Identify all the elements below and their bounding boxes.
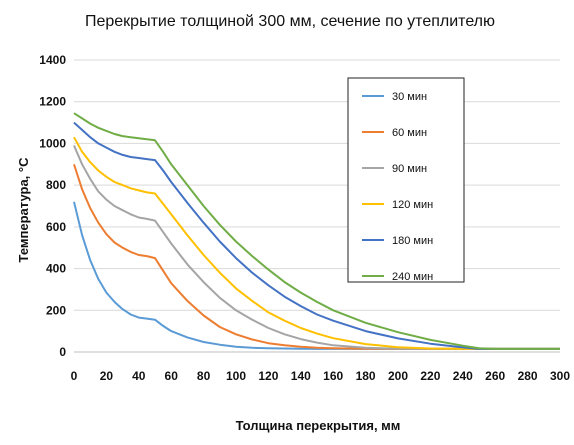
series-line: [73, 136, 560, 350]
legend-label: 90 мин: [392, 163, 427, 175]
grid-lines: [74, 59, 560, 311]
legend-label: 60 мин: [392, 127, 427, 139]
series-line: [73, 121, 560, 350]
x-tick-label: 220: [420, 369, 440, 383]
legend-label: 180 мин: [392, 235, 433, 247]
x-tick-label: 60: [165, 369, 179, 383]
y-tick-label: 800: [46, 178, 66, 192]
series-lines: [73, 112, 560, 350]
y-tick-label: 200: [46, 303, 66, 317]
x-tick-label: 160: [323, 369, 343, 383]
y-axis-title: Температура, °С: [16, 157, 31, 263]
x-tick-label: 300: [550, 369, 570, 383]
legend-label: 120 мин: [392, 199, 433, 211]
x-tick-label: 260: [485, 369, 505, 383]
y-tick-label: 600: [46, 220, 66, 234]
legend: 30 мин 60 мин 90 мин 120 мин 180 мин 240 мин: [347, 77, 465, 283]
x-tick-label: 80: [197, 369, 211, 383]
y-tick-label: 400: [46, 262, 66, 276]
x-tick-label: 20: [100, 369, 114, 383]
series-line: [73, 112, 560, 350]
x-tick-label: 120: [258, 369, 278, 383]
x-tick-label: 0: [71, 369, 78, 383]
y-tick-label: 1000: [39, 136, 66, 150]
x-tick-label: 200: [388, 369, 408, 383]
x-tick-label: 180: [356, 369, 376, 383]
axes: 0 200 400 600 800 1000 1200 1400 0 20 40 60 80 100 120…: [39, 53, 570, 383]
legend-label: 30 мин: [392, 91, 427, 103]
x-tick-label: 40: [132, 369, 146, 383]
x-tick-label: 240: [453, 369, 473, 383]
chart-title: Перекрытие толщиной 300 мм, сечение по у…: [85, 13, 495, 30]
y-tick-label: 1400: [39, 53, 66, 67]
x-tick-label: 280: [518, 369, 538, 383]
y-tick-label: 1200: [39, 95, 66, 109]
legend-label: 240 мин: [392, 271, 433, 283]
x-axis-title: Толщина перекрытия, мм: [236, 418, 401, 433]
x-tick-label: 100: [226, 369, 246, 383]
x-tick-label: 140: [291, 369, 311, 383]
y-tick-label: 0: [59, 345, 66, 359]
legend-box: [347, 77, 465, 283]
